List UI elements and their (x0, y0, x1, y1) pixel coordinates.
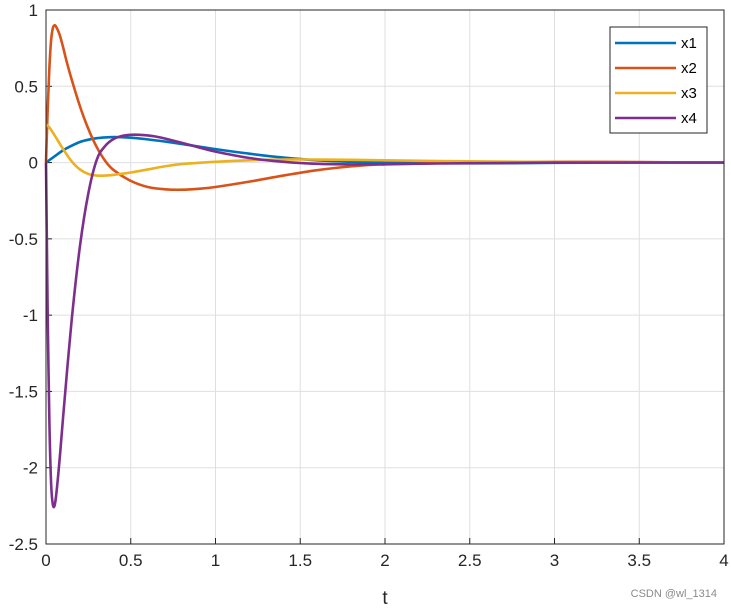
y-tick-label: -0.5 (9, 230, 38, 249)
legend-label-x3: x3 (681, 85, 697, 102)
legend-label-x4: x4 (681, 110, 697, 127)
y-tick-label: 0.5 (14, 77, 38, 96)
y-tick-label: -1.5 (9, 382, 38, 401)
x-tick-label: 0 (41, 551, 50, 570)
series-line-x4 (44, 133, 724, 509)
x-axis-label: t (382, 588, 388, 608)
series-line-x3 (45, 123, 725, 177)
y-tick-label: 0 (29, 154, 38, 173)
legend-label-x2: x2 (681, 60, 697, 77)
y-tick-labels: 1 0.5 0 -0.5 -1 -1.5 -2 -2.5 (9, 1, 38, 554)
y-tick-label: 1 (29, 1, 38, 20)
x-tick-labels: 0 0.5 1 1.5 2 2.5 3 3.5 4 (41, 551, 728, 570)
y-tick-label: -2 (23, 459, 38, 478)
legend-label-x1: x1 (681, 35, 697, 52)
plot-frame (45, 9, 725, 545)
y-tick-label: -2.5 (9, 535, 38, 554)
series-lines (44, 23, 725, 509)
x-tick-label: 2.5 (458, 551, 482, 570)
x-tick-label: 4 (719, 551, 728, 570)
x-tick-label: 1.5 (288, 551, 312, 570)
x-tick-label: 2 (380, 551, 389, 570)
x-tick-label: 3.5 (627, 551, 651, 570)
x-tick-label: 1 (211, 551, 220, 570)
legend: x1 x2 x3 x4 (609, 26, 708, 134)
watermark: CSDN @wl_1314 (630, 588, 717, 600)
x-tick-label: 3 (550, 551, 559, 570)
x-tick-label: 0.5 (119, 551, 143, 570)
legend-box (609, 26, 708, 134)
y-tick-label: -1 (23, 306, 38, 325)
